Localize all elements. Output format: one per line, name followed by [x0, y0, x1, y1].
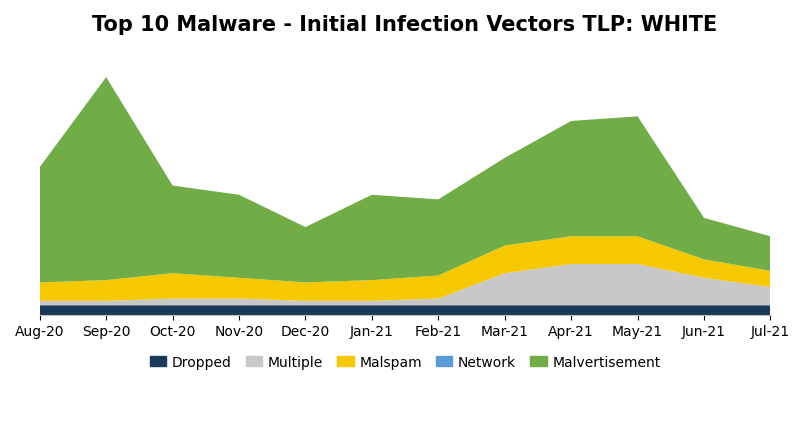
Title: Top 10 Malware - Initial Infection Vectors TLP: WHITE: Top 10 Malware - Initial Infection Vecto…	[93, 15, 718, 35]
Legend: Dropped, Multiple, Malspam, Network, Malvertisement: Dropped, Multiple, Malspam, Network, Mal…	[144, 349, 666, 374]
